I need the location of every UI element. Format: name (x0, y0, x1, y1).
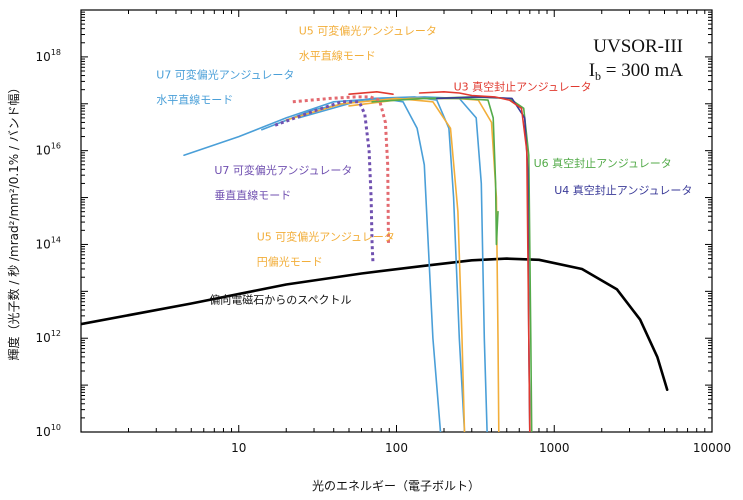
series-annotation: 偏向電磁石からのスペクトル (209, 293, 351, 307)
x-tick-label: 1000 (539, 441, 570, 455)
series-line (292, 95, 390, 246)
axis-ticks: 10 100 1000 10000 1010 1012 1014 1016 1018 (36, 10, 731, 455)
x-tick-label: 100 (385, 441, 408, 455)
y-tick-label: 1012 (36, 329, 61, 345)
y-tick-label: 1010 (36, 423, 61, 439)
y-axis-title: 輝度（光子数 / 秒 /mrad²/mm²/0.1% / バンド幅） (6, 82, 21, 361)
series-line (274, 100, 375, 264)
series-annotation: U5 可変偏光アンジュレータ円偏光モード (257, 230, 395, 269)
y-tick-label: 1014 (36, 235, 61, 251)
series-line (371, 97, 499, 246)
x-axis-title: 光のエネルギー（電子ボルト） (312, 479, 480, 493)
y-tick-label: 1016 (36, 142, 61, 158)
x-tick-label: 10000 (693, 441, 731, 455)
series-line (297, 96, 488, 432)
y-tick-label: 1018 (36, 48, 61, 64)
series-group (81, 91, 669, 432)
series-annotation: U7 可変偏光アンジュレータ水平直線モード (156, 67, 294, 106)
x-tick-label: 10 (231, 441, 246, 455)
series-line (348, 91, 394, 95)
series-annotation: U7 可変偏光アンジュレータ垂直直線モード (214, 163, 352, 202)
series-annotation: U4 真空封止アンジュレータ (554, 183, 692, 197)
facility-name: UVSOR-III (593, 36, 683, 57)
series-annotation: U5 可変偏光アンジュレータ水平直線モード (299, 24, 437, 63)
facility-label: UVSOR-III Ib = 300 mA (589, 36, 684, 83)
beam-current: Ib = 300 mA (589, 60, 684, 83)
series-annotation: U6 真空封止アンジュレータ (534, 156, 672, 170)
series-line (81, 257, 669, 391)
series-line (418, 91, 531, 432)
series-annotation: U3 真空封止アンジュレータ (454, 80, 592, 94)
